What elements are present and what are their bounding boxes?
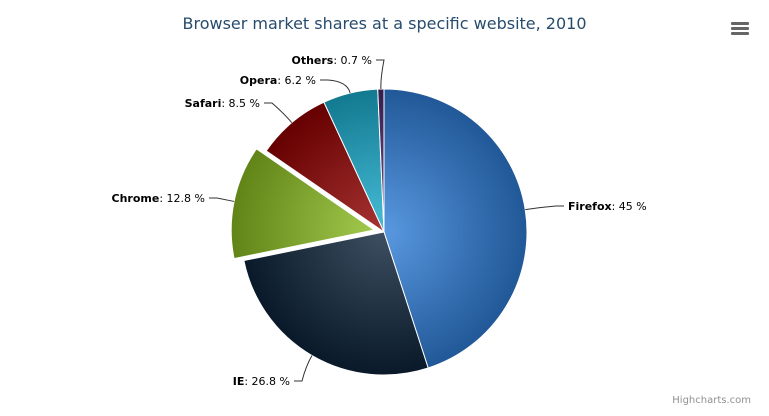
data-label-opera: Opera: 6.2 % [240, 74, 316, 87]
data-label-safari: Safari: 8.5 % [185, 97, 260, 110]
connector-firefox [525, 205, 564, 211]
connector-opera [320, 79, 351, 94]
data-label-chrome: Chrome: 12.8 % [112, 192, 205, 205]
hamburger-menu-icon[interactable] [731, 22, 749, 36]
data-label-ie: IE: 26.8 % [233, 375, 290, 388]
pie-slice-others[interactable] [377, 88, 385, 233]
pie-slice-firefox[interactable] [383, 88, 528, 369]
data-label-firefox: Firefox: 45 % [568, 200, 647, 213]
pie-slice-ie[interactable] [243, 231, 429, 376]
data-label-others: Others: 0.7 % [291, 54, 372, 67]
connector-safari [264, 102, 293, 124]
connector-others [376, 59, 385, 90]
chart-title: Browser market shares at a specific webs… [182, 14, 587, 33]
credits-link[interactable]: Highcharts.com [672, 395, 751, 406]
connector-ie [294, 355, 313, 382]
connector-chrome [209, 197, 235, 202]
